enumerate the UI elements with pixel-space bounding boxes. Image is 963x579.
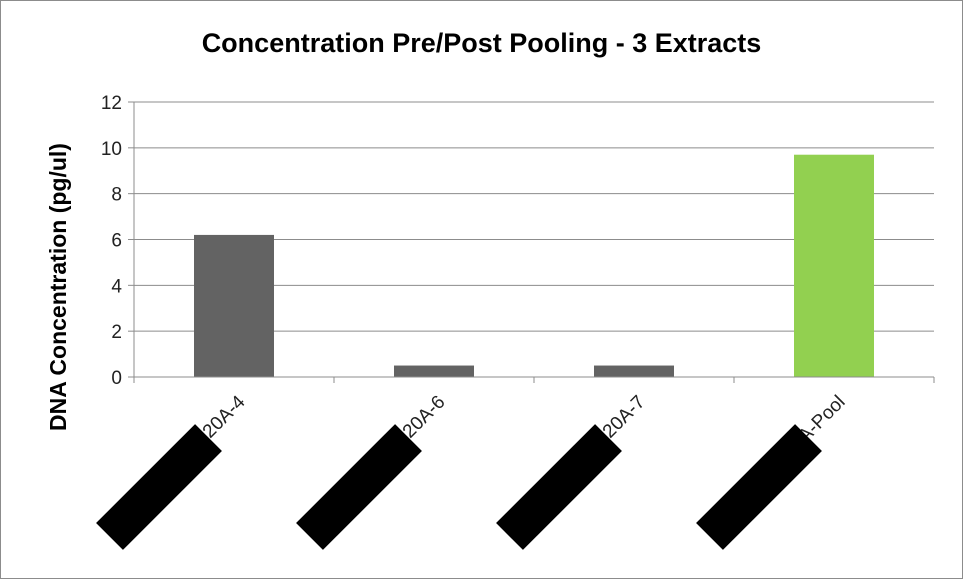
y-axis-title: DNA Concentration (pg/ul) <box>45 143 71 431</box>
x-tick-label: 20A-6 <box>399 392 450 443</box>
bar <box>394 365 474 377</box>
redaction-box <box>496 424 622 550</box>
redaction-box <box>296 424 422 550</box>
bar <box>194 234 274 377</box>
y-tick-label: 2 <box>111 322 122 343</box>
y-tick-label: 6 <box>111 231 122 252</box>
bar <box>594 365 674 377</box>
bar <box>794 154 874 377</box>
y-tick-label: 8 <box>111 185 122 206</box>
redaction-box <box>696 424 822 550</box>
y-tick-label: 0 <box>111 368 122 389</box>
y-tick-label: 10 <box>101 139 122 160</box>
chart-title: Concentration Pre/Post Pooling - 3 Extra… <box>201 28 762 58</box>
axes <box>128 101 935 383</box>
y-tick-label: 4 <box>111 276 122 297</box>
y-tick-label: 12 <box>101 93 122 114</box>
redactions <box>96 424 822 550</box>
x-tick-label: 20A-4 <box>199 391 250 442</box>
x-tick-label: 20A-7 <box>599 392 650 443</box>
bars <box>194 154 874 377</box>
redaction-box <box>96 424 222 550</box>
